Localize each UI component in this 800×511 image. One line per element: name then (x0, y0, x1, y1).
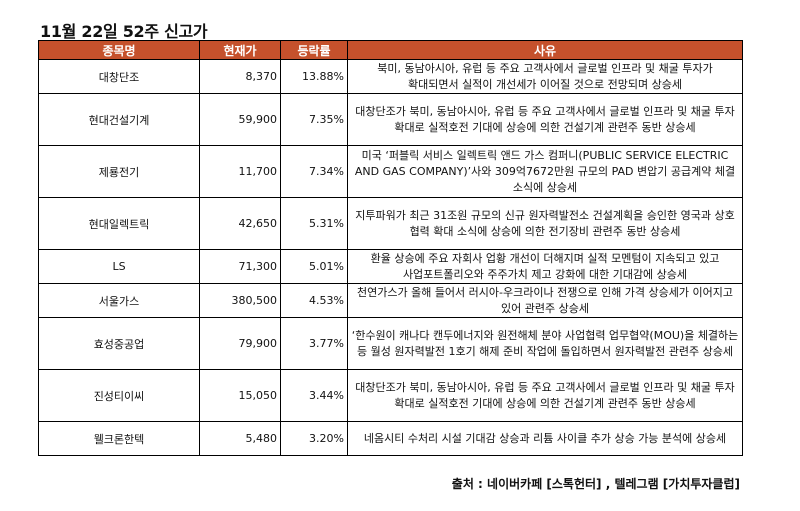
stock-price: 15,050 (199, 369, 281, 422)
stock-reason: 대창단조가 북미, 동남아시아, 유럽 등 주요 고객사에서 글로벌 인프라 및… (347, 369, 743, 422)
table-row: LS 71,300 5.01% 환율 상승에 주요 자회사 업황 개선이 더해지… (38, 249, 743, 284)
table-row: 현대건설기계 59,900 7.35% 대창단조가 북미, 동남아시아, 유럽 … (38, 93, 743, 146)
table-row: 진성티이씨 15,050 3.44% 대창단조가 북미, 동남아시아, 유럽 등… (38, 369, 743, 422)
header-name: 종목명 (38, 40, 200, 60)
table-row: 현대일렉트릭 42,650 5.31% 지투파워가 최근 31조원 규모의 신규… (38, 197, 743, 250)
table-row: 대창단조 8,370 13.88% 북미, 동남아시아, 유럽 등 주요 고객사… (38, 59, 743, 94)
stock-reason: 천연가스가 올해 들어서 러시아-우크라이나 전쟁으로 인해 가격 상승세가 이… (347, 283, 743, 318)
stock-name: 진성티이씨 (38, 369, 200, 422)
stock-change: 7.35% (280, 93, 348, 146)
stock-name: 효성중공업 (38, 317, 200, 370)
stock-name: LS (38, 249, 200, 284)
stock-price: 8,370 (199, 59, 281, 94)
stock-change: 7.34% (280, 145, 348, 198)
header-reason: 사유 (347, 40, 743, 60)
stock-reason: 북미, 동남아시아, 유럽 등 주요 고객사에서 글로벌 인프라 및 채굴 투자… (347, 59, 743, 94)
stock-name: 서울가스 (38, 283, 200, 318)
stock-name: 웰크론한텍 (38, 421, 200, 456)
stock-change: 3.77% (280, 317, 348, 370)
stock-price: 59,900 (199, 93, 281, 146)
stock-change: 5.01% (280, 249, 348, 284)
stock-reason: 환율 상승에 주요 자회사 업황 개선이 더해지며 실적 모멘텀이 지속되고 있… (347, 249, 743, 284)
stock-price: 71,300 (199, 249, 281, 284)
table-row: 웰크론한텍 5,480 3.20% 네옴시티 수처리 시설 기대감 상승과 리튬… (38, 421, 743, 456)
stock-name: 제룡전기 (38, 145, 200, 198)
stock-reason: 미국 ‘퍼블릭 서비스 일렉트릭 앤드 가스 컴퍼니(PUBLIC SERVIC… (347, 145, 743, 198)
stock-price: 42,650 (199, 197, 281, 250)
header-price: 현재가 (199, 40, 281, 60)
page-title: 11월 22일 52주 신고가 (40, 22, 208, 41)
stock-change: 5.31% (280, 197, 348, 250)
table-header-row: 종목명 현재가 등락률 사유 (38, 40, 743, 60)
stock-price: 380,500 (199, 283, 281, 318)
table-row: 서울가스 380,500 4.53% 천연가스가 올해 들어서 러시아-우크라이… (38, 283, 743, 318)
stock-change: 3.20% (280, 421, 348, 456)
stock-reason: ‘한수원이 캐나다 캔두에너지와 원전해체 분야 사업협력 업무협약(MOU)을… (347, 317, 743, 370)
stock-name: 현대건설기계 (38, 93, 200, 146)
stock-price: 79,900 (199, 317, 281, 370)
stock-change: 13.88% (280, 59, 348, 94)
stock-price: 5,480 (199, 421, 281, 456)
stock-reason: 대창단조가 북미, 동남아시아, 유럽 등 주요 고객사에서 글로벌 인프라 및… (347, 93, 743, 146)
stock-price: 11,700 (199, 145, 281, 198)
stock-reason: 지투파워가 최근 31조원 규모의 신규 원자력발전소 건설계획을 승인한 영국… (347, 197, 743, 250)
header-change: 등락률 (280, 40, 348, 60)
stock-reason: 네옴시티 수처리 시설 기대감 상승과 리튬 사이클 추가 상승 가능 분석에 … (347, 421, 743, 456)
stock-change: 3.44% (280, 369, 348, 422)
table-row: 효성중공업 79,900 3.77% ‘한수원이 캐나다 캔두에너지와 원전해체… (38, 317, 743, 370)
stock-table: 종목명 현재가 등락률 사유 대창단조 8,370 13.88% 북미, 동남아… (38, 40, 743, 456)
stock-change: 4.53% (280, 283, 348, 318)
stock-name: 대창단조 (38, 59, 200, 94)
source-note: 출처 : 네이버카페 [스톡헌터] , 텔레그램 [가치투자클럽] (451, 477, 740, 491)
table-row: 제룡전기 11,700 7.34% 미국 ‘퍼블릭 서비스 일렉트릭 앤드 가스… (38, 145, 743, 198)
stock-name: 현대일렉트릭 (38, 197, 200, 250)
